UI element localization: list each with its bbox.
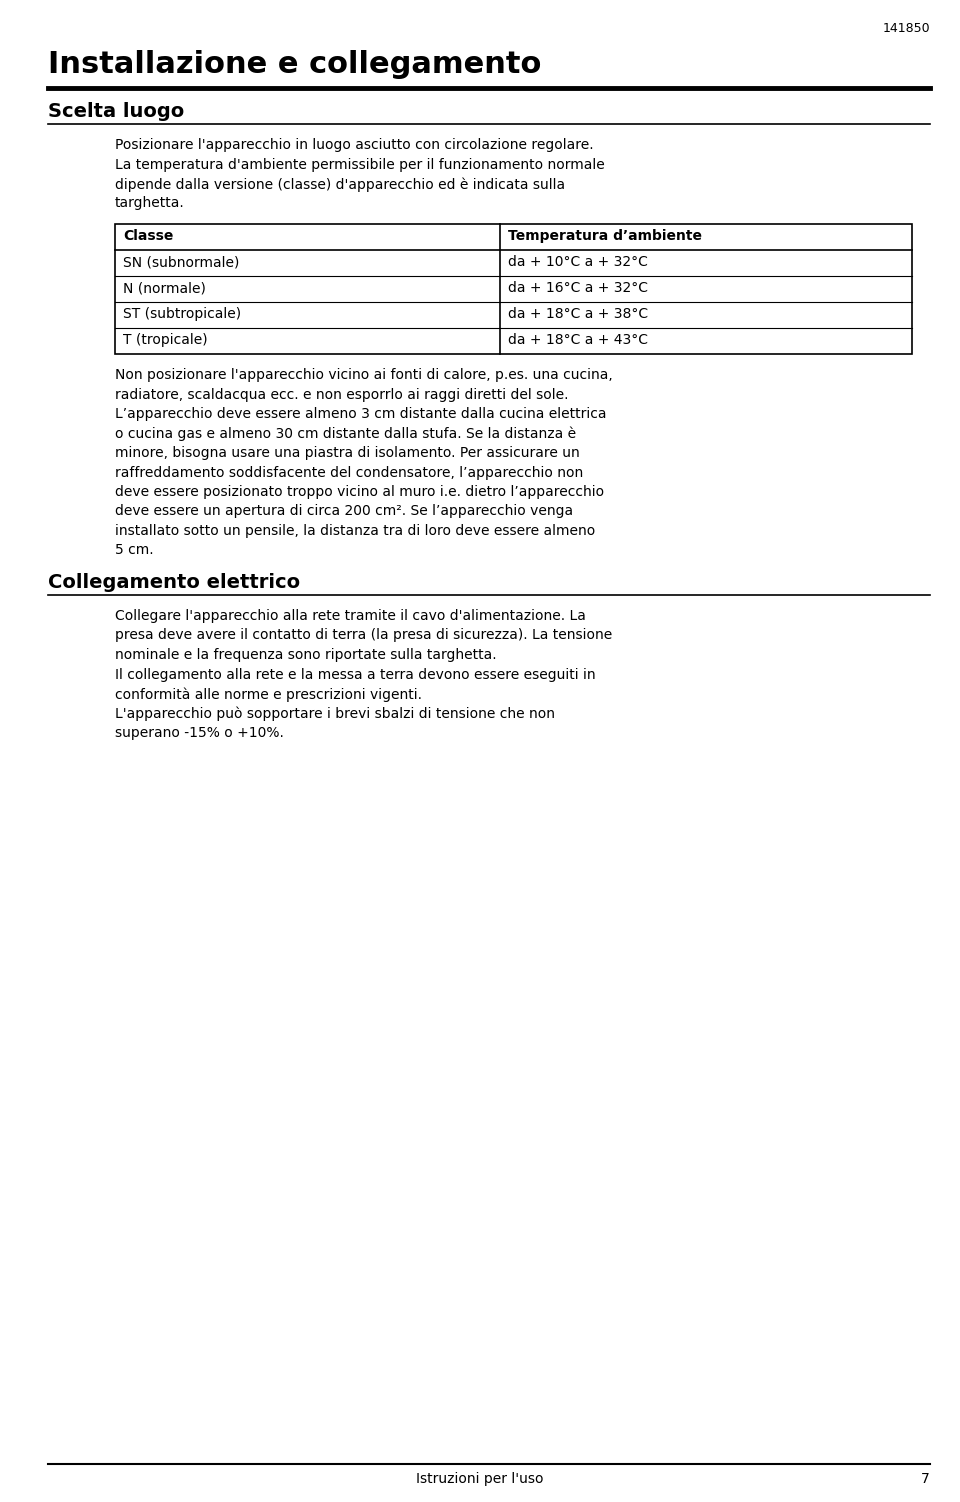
- Text: Scelta luogo: Scelta luogo: [48, 102, 184, 122]
- Text: da + 16°C a + 32°C: da + 16°C a + 32°C: [508, 281, 648, 294]
- Text: T (tropicale): T (tropicale): [123, 333, 207, 347]
- Text: SN (subnormale): SN (subnormale): [123, 255, 239, 269]
- Text: da + 10°C a + 32°C: da + 10°C a + 32°C: [508, 255, 648, 269]
- Text: deve essere posizionato troppo vicino al muro i.e. dietro l’apparecchio: deve essere posizionato troppo vicino al…: [115, 485, 604, 499]
- Text: 7: 7: [922, 1472, 930, 1485]
- Text: radiatore, scaldacqua ecc. e non esporrlo ai raggi diretti del sole.: radiatore, scaldacqua ecc. e non esporrl…: [115, 388, 568, 401]
- Text: Installazione e collegamento: Installazione e collegamento: [48, 50, 541, 80]
- Text: deve essere un apertura di circa 200 cm². Se l’apparecchio venga: deve essere un apertura di circa 200 cm²…: [115, 505, 573, 518]
- Text: 5 cm.: 5 cm.: [115, 544, 154, 557]
- Text: Posizionare l'apparecchio in luogo asciutto con circolazione regolare.: Posizionare l'apparecchio in luogo asciu…: [115, 138, 593, 152]
- Text: ST (subtropicale): ST (subtropicale): [123, 306, 241, 321]
- Text: Collegare l'apparecchio alla rete tramite il cavo d'alimentazione. La: Collegare l'apparecchio alla rete tramit…: [115, 608, 586, 623]
- Text: installato sotto un pensile, la distanza tra di loro deve essere almeno: installato sotto un pensile, la distanza…: [115, 524, 595, 538]
- Text: superano -15% o +10%.: superano -15% o +10%.: [115, 725, 284, 740]
- Text: presa deve avere il contatto di terra (la presa di sicurezza). La tensione: presa deve avere il contatto di terra (l…: [115, 628, 612, 643]
- Text: o cucina gas e almeno 30 cm distante dalla stufa. Se la distanza è: o cucina gas e almeno 30 cm distante dal…: [115, 427, 576, 442]
- Text: da + 18°C a + 43°C: da + 18°C a + 43°C: [508, 333, 648, 347]
- Text: raffreddamento soddisfacente del condensatore, l’apparecchio non: raffreddamento soddisfacente del condens…: [115, 466, 584, 479]
- Text: L'apparecchio può sopportare i brevi sbalzi di tensione che non: L'apparecchio può sopportare i brevi sba…: [115, 706, 555, 721]
- Text: da + 18°C a + 38°C: da + 18°C a + 38°C: [508, 306, 648, 321]
- Text: 141850: 141850: [882, 23, 930, 35]
- Text: N (normale): N (normale): [123, 281, 205, 294]
- Text: L’apparecchio deve essere almeno 3 cm distante dalla cucina elettrica: L’apparecchio deve essere almeno 3 cm di…: [115, 407, 607, 421]
- Text: conformità alle norme e prescrizioni vigenti.: conformità alle norme e prescrizioni vig…: [115, 686, 422, 701]
- Text: targhetta.: targhetta.: [115, 197, 184, 210]
- Text: Non posizionare l'apparecchio vicino ai fonti di calore, p.es. una cucina,: Non posizionare l'apparecchio vicino ai …: [115, 368, 612, 382]
- Bar: [115, 224, 912, 354]
- Text: Istruzioni per l'uso: Istruzioni per l'uso: [417, 1472, 543, 1485]
- Text: Il collegamento alla rete e la messa a terra devono essere eseguiti in: Il collegamento alla rete e la messa a t…: [115, 667, 595, 682]
- Text: nominale e la frequenza sono riportate sulla targhetta.: nominale e la frequenza sono riportate s…: [115, 647, 496, 662]
- Text: dipende dalla versione (classe) d'apparecchio ed è indicata sulla: dipende dalla versione (classe) d'appare…: [115, 177, 565, 191]
- Text: Classe: Classe: [123, 228, 174, 243]
- Text: Collegamento elettrico: Collegamento elettrico: [48, 572, 300, 592]
- Text: minore, bisogna usare una piastra di isolamento. Per assicurare un: minore, bisogna usare una piastra di iso…: [115, 446, 580, 460]
- Text: La temperatura d'ambiente permissibile per il funzionamento normale: La temperatura d'ambiente permissibile p…: [115, 158, 605, 171]
- Text: Temperatura d’ambiente: Temperatura d’ambiente: [508, 228, 702, 243]
